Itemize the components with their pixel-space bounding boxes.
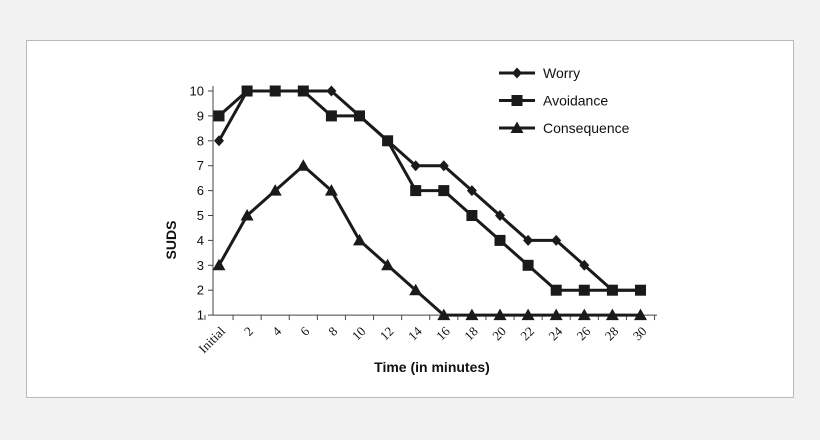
- consequence-point: [465, 308, 479, 321]
- consequence-point: [268, 184, 282, 196]
- x-tick-label: Initial: [195, 323, 228, 356]
- consequence-point: [577, 308, 591, 321]
- legend-label-consequence: Consequence: [543, 120, 630, 136]
- worry-point: [410, 160, 421, 172]
- avoidance-point: [297, 85, 309, 97]
- series-consequence: [212, 159, 647, 321]
- x-tick-label: 16: [433, 323, 453, 343]
- figure-frame: 1 2 3 4 5 6 7 8 9 10 Initial 2 4 6 8 10 12 14 16 18 20 22 24 2…: [26, 40, 794, 398]
- consequence-point: [324, 184, 338, 196]
- y-tick-label: 7: [197, 158, 204, 173]
- consequence-point: [353, 233, 366, 246]
- worry-point: [466, 185, 477, 197]
- worry-point: [495, 210, 505, 221]
- consequence-point: [634, 308, 647, 321]
- avoidance-point: [635, 284, 646, 296]
- legend-label-avoidance: Avoidance: [543, 93, 608, 109]
- y-tick-label: 1: [197, 308, 204, 323]
- legend: Worry Avoidance Consequence: [499, 65, 630, 136]
- x-tick-label: 30: [630, 324, 650, 344]
- consequence-line: [217, 164, 641, 317]
- consequence-point: [437, 308, 451, 321]
- legend-marker-worry: [512, 67, 522, 79]
- consequence-point: [521, 308, 535, 321]
- x-tick-label: 6: [297, 323, 313, 339]
- avoidance-point: [466, 210, 478, 221]
- consequence-point: [409, 283, 423, 296]
- x-tick-label: 4: [269, 323, 285, 339]
- y-axis-title: SUDS: [163, 221, 179, 260]
- avoidance-point: [578, 284, 590, 296]
- avoidance-point: [241, 85, 253, 97]
- avoidance-point: [354, 110, 365, 122]
- legend-label-worry: Worry: [543, 65, 580, 81]
- legend-item-worry: Worry: [499, 65, 580, 81]
- consequence-point: [605, 308, 619, 321]
- worry-point: [214, 135, 224, 147]
- consequence-point: [296, 159, 310, 171]
- avoidance-point: [382, 135, 394, 147]
- consequence-point: [493, 308, 507, 321]
- legend-marker-avoidance: [511, 95, 523, 106]
- avoidance-point: [606, 284, 618, 296]
- consequence-point: [381, 258, 395, 271]
- series-avoidance: [213, 85, 646, 296]
- consequence-point: [240, 209, 254, 221]
- x-tick-label: 18: [461, 324, 481, 344]
- y-tick-label: 2: [197, 283, 204, 298]
- y-tick-label: 3: [197, 258, 204, 273]
- x-tick-label: 10: [349, 324, 369, 344]
- avoidance-point: [438, 185, 450, 197]
- x-axis-title: Time (in minutes): [374, 359, 490, 375]
- series-group: [212, 85, 647, 321]
- x-tick-label: 22: [517, 324, 537, 344]
- x-tick-label: 28: [602, 324, 622, 344]
- consequence-point: [212, 258, 226, 271]
- x-tick-label: 26: [574, 323, 594, 343]
- avoidance-point: [213, 110, 225, 122]
- x-tick-labels: Initial 2 4 6 8 10 12 14 16 18 20 22 24 26 28 30: [195, 323, 649, 356]
- avoidance-point: [269, 85, 281, 97]
- y-tick-label: 5: [197, 208, 204, 223]
- worry-point: [523, 234, 534, 246]
- worry-point: [551, 234, 562, 246]
- x-tick-label: 2: [241, 324, 256, 339]
- worry-point: [326, 85, 337, 97]
- consequence-point: [549, 308, 563, 321]
- x-tick-label: 20: [489, 324, 509, 344]
- x-tick-label: 14: [405, 323, 425, 343]
- legend-item-avoidance: Avoidance: [499, 93, 608, 109]
- y-tick-label: 10: [190, 84, 204, 99]
- worry-point: [579, 259, 590, 271]
- worry-point: [438, 160, 449, 172]
- y-tick-label: 4: [197, 233, 204, 248]
- x-tick-label: 24: [545, 323, 565, 343]
- x-tick-label: 12: [377, 324, 397, 344]
- avoidance-point: [550, 284, 562, 296]
- legend-item-consequence: Consequence: [499, 120, 630, 136]
- x-tick-label: 8: [325, 324, 340, 339]
- avoidance-point: [494, 234, 506, 246]
- avoidance-line: [218, 89, 641, 292]
- y-tick-label: 8: [197, 133, 204, 148]
- avoidance-point: [522, 259, 534, 271]
- avoidance-point: [410, 185, 422, 197]
- legend-marker-consequence: [510, 121, 524, 133]
- y-tick-label: 9: [197, 108, 204, 123]
- y-tick-label: 6: [197, 183, 204, 198]
- y-tick-labels: 1 2 3 4 5 6 7 8 9 10: [190, 84, 204, 323]
- avoidance-point: [325, 110, 337, 122]
